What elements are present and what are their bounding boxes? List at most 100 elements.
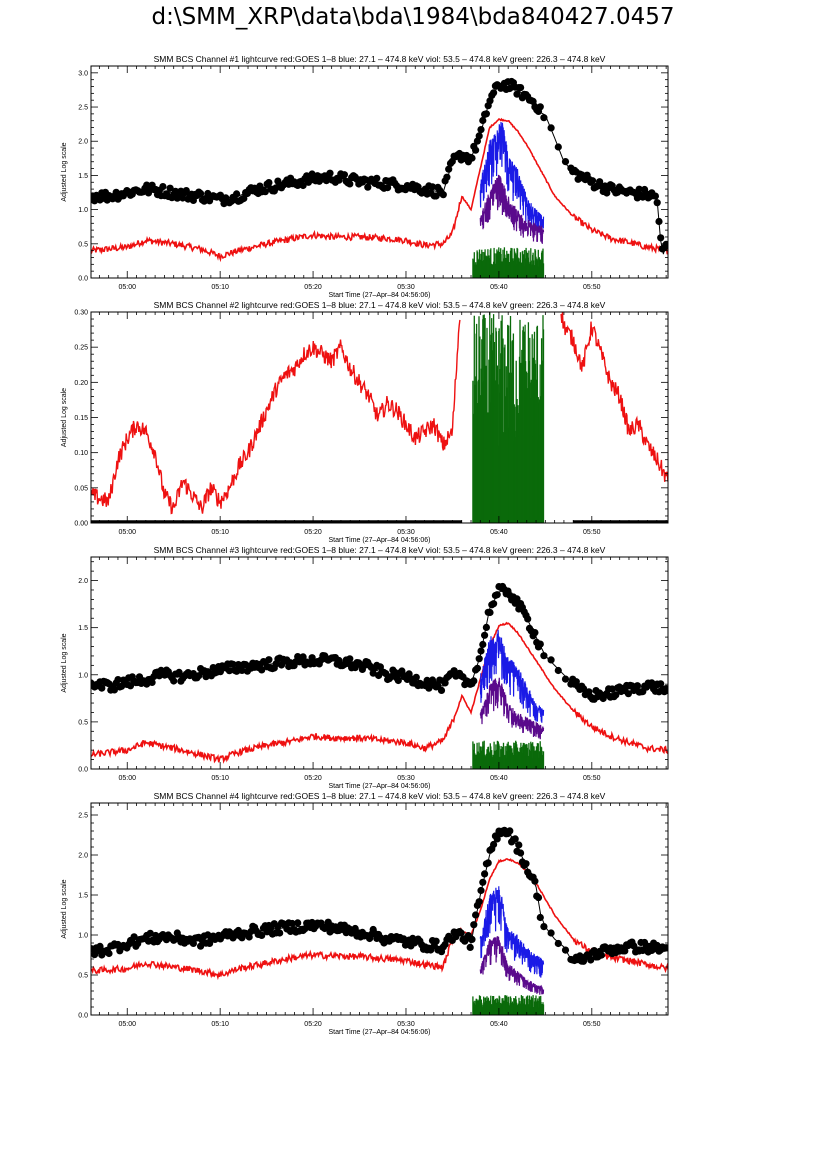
channel-1-black-series [91, 77, 668, 255]
channel-1-black-series-point [547, 124, 555, 132]
channel-3-black-series-point [98, 684, 106, 692]
channel-3-ytick-label: 2.0 [78, 578, 88, 585]
channel-4-black-series-point [301, 925, 309, 933]
channel-3-black-series-point [398, 667, 406, 675]
channel-1-black-series-point [513, 90, 521, 98]
channel-4-black-series-point [105, 949, 113, 958]
channel-1-black-series-point [655, 217, 663, 226]
channel-1-blue-series [479, 121, 545, 235]
channel-3-black-series-point [547, 656, 555, 664]
channel-3-black-series-point [148, 678, 156, 687]
channel-1-black-series-point [588, 177, 597, 185]
channel-1-black-series-point [662, 240, 668, 248]
channel-4-black-series-point [258, 931, 266, 940]
channel-1-black-series-point [468, 154, 476, 162]
channel-1-black-series-point [561, 158, 570, 166]
channel-3-black-series-point [265, 656, 273, 664]
channel-3-black-series-point [437, 686, 446, 695]
channel-4-xtick-label: 05:50 [583, 1021, 601, 1028]
channel-2-ylabel: Adjusted Log scale [61, 388, 68, 447]
channel-4-black-series-point [276, 929, 284, 937]
channel-1-ytick-label: 2.5 [78, 105, 88, 112]
channel-4-black-series-point [288, 919, 296, 928]
channel-1-black-series-point [445, 165, 453, 173]
channel-1-black-series-point [651, 192, 660, 200]
channel-4-red-series [91, 858, 668, 981]
channel-3-black-series-point [475, 655, 483, 663]
channel-3-xlabel: Start Time (27–Apr–84 04:56:06) [329, 783, 431, 790]
channel-4-violet-series [479, 936, 545, 995]
channel-2-xtick-label: 05:00 [118, 529, 136, 536]
channel-3-xtick-label: 05:40 [490, 775, 508, 782]
channel-2-data [91, 312, 668, 523]
channel-1-black-series-point [517, 84, 525, 92]
channel-1-black-series-point [554, 143, 562, 151]
channel-4-black-series-point [457, 929, 465, 937]
channel-1-black-series-point [482, 110, 490, 118]
channel-1-ytick-label: 3.0 [78, 70, 88, 77]
channel-1-black-series-point [529, 97, 537, 105]
channel-4-green-series [472, 995, 545, 1015]
channel-4-black-series-point [470, 921, 478, 929]
channel-3-black-series-point [170, 677, 178, 685]
channel-4-black-series-point [197, 942, 205, 950]
channel-2-ytick-label: 0.00 [74, 521, 88, 528]
channel-3-black-series-point [382, 670, 390, 678]
channel-1-xtick-label: 05:20 [304, 284, 322, 291]
channel-3-green-series [472, 740, 545, 769]
channel-2-xtick-label: 05:10 [211, 529, 229, 536]
channel-3-black-series-point [258, 666, 266, 674]
channel-4-black-series-point [554, 939, 562, 948]
channel-2-xlabel: Start Time (27–Apr–84 04:56:06) [329, 537, 431, 544]
channel-3-black-series-point [473, 664, 481, 672]
channel-3-violet-series [479, 677, 545, 740]
channel-4-ylabel: Adjusted Log scale [61, 879, 68, 938]
channel-3-xtick-label: 05:50 [583, 775, 601, 782]
channel-2-ytick-label: 0.25 [74, 345, 88, 352]
channel-4-black-series-point [517, 849, 525, 857]
channel-1-black-series-point [432, 192, 440, 200]
channel-3-black-series-point [490, 600, 498, 608]
channel-3-panel: SMM BCS Channel #3 lightcurve red:GOES 1… [61, 545, 669, 790]
channel-4-black-series-point [475, 898, 483, 906]
channel-4-black-series-point [547, 929, 555, 937]
channel-1-xtick-label: 05:30 [397, 284, 415, 291]
channel-1-black-series-point [472, 146, 480, 154]
channel-3-black-series-point [369, 669, 377, 677]
channel-3-black-series-point [540, 652, 548, 660]
channel-4-xtick-label: 05:00 [118, 1021, 136, 1028]
channel-3-black-series-point [493, 591, 501, 599]
channel-1-ytick-label: 0.5 [78, 241, 88, 248]
channel-4-black-series-point [536, 913, 544, 922]
channel-4-black-series-point [621, 947, 629, 955]
channel-4-black-series-point [484, 859, 492, 867]
channel-1-panel: SMM BCS Channel #1 lightcurve red:GOES 1… [61, 54, 669, 299]
channel-3-black-series-point [229, 660, 237, 668]
channel-1-data [91, 77, 668, 278]
channel-4-black-series-point [466, 943, 474, 952]
channel-3-black-series-point [299, 653, 307, 661]
channel-4-black-series-point [531, 877, 539, 885]
channel-4-blue-series [479, 886, 545, 978]
channel-1-black-series-point [346, 180, 354, 188]
channel-4-ytick-label: 0.0 [78, 1013, 88, 1020]
channel-4-title: SMM BCS Channel #4 lightcurve red:GOES 1… [154, 791, 606, 801]
channel-1-black-series-point [475, 132, 483, 140]
channel-4-xlabel: Start Time (27–Apr–84 04:56:06) [329, 1029, 431, 1036]
channel-4-ytick-label: 1.0 [78, 933, 88, 940]
channel-1-black-series-point [536, 103, 544, 111]
channel-4-ytick-label: 1.5 [78, 893, 88, 900]
channel-3-black-series-point [662, 685, 668, 693]
channel-1-black-series-point [340, 171, 348, 179]
channel-1-violet-series [479, 174, 545, 244]
channel-1-black-series-point [240, 194, 248, 203]
channel-1-black-series-point [657, 234, 665, 242]
channel-1-black-series-point [443, 173, 451, 181]
channel-3-title: SMM BCS Channel #3 lightcurve red:GOES 1… [154, 545, 606, 555]
channel-3-ytick-label: 0.0 [78, 767, 88, 774]
channel-3-black-series-point [391, 668, 399, 676]
channel-3-xtick-label: 05:00 [118, 775, 136, 782]
channel-3-xtick-label: 05:20 [304, 775, 322, 782]
channel-2-ytick-label: 0.10 [74, 450, 88, 457]
channel-4-black-series-point [561, 946, 570, 954]
